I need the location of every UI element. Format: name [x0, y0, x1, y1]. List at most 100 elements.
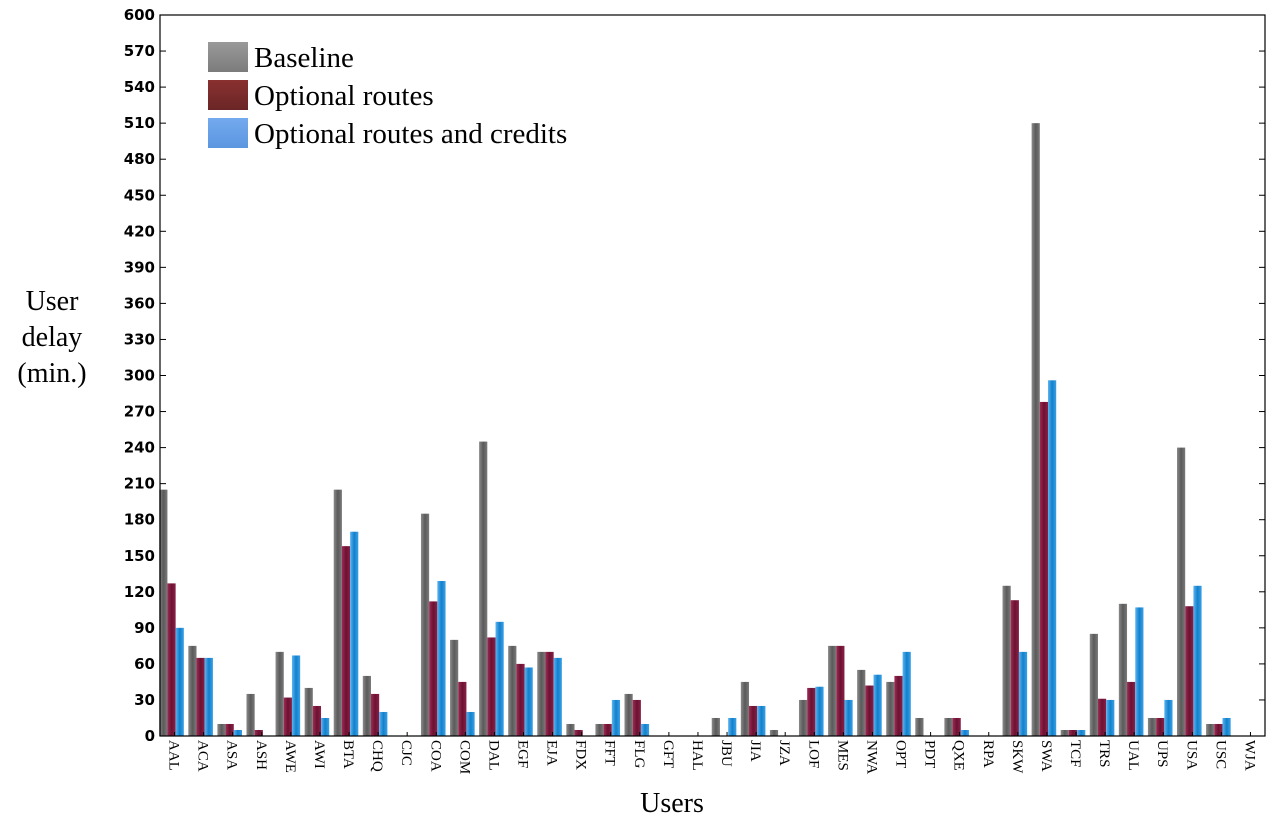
- bar-ual-series-3: [1135, 607, 1144, 736]
- bar-jbu-series-3: [728, 717, 737, 736]
- bar-skw-series-2: [1010, 600, 1019, 736]
- y-tick-label: 540: [124, 78, 155, 96]
- bar-flg-series-3: [640, 723, 650, 736]
- bar-com-series-2: [458, 681, 467, 736]
- x-tick-label: AWE: [282, 740, 298, 773]
- bar-ash-series-2: [254, 729, 263, 736]
- y-axis-title-line: (min.): [17, 358, 86, 389]
- y-tick-label: 60: [134, 655, 155, 673]
- bar-ups-series-3: [1164, 699, 1173, 736]
- x-tick-label: FDX: [573, 740, 589, 770]
- bar-mes-series-2: [836, 645, 845, 737]
- bar-coa-series-1: [420, 513, 430, 736]
- y-tick-label: 150: [124, 547, 155, 565]
- bars: [159, 123, 1231, 737]
- bar-nwa-series-2: [865, 685, 874, 736]
- x-tick-label: RPA: [980, 740, 996, 768]
- bar-aca-series-2: [196, 657, 205, 736]
- bar-qxe-series-2: [952, 717, 961, 736]
- y-tick-label: 570: [124, 42, 155, 60]
- bar-awe-series-1: [275, 651, 284, 736]
- bar-aca-series-3: [204, 657, 213, 736]
- y-axis-ticks: 0 30 60 90 120 150 180 210 240 270 300 330 360 390 420…: [124, 6, 1265, 745]
- bar-trs-series-3: [1106, 699, 1115, 736]
- y-tick-label: 600: [124, 6, 155, 24]
- bar-swa-series-1: [1031, 123, 1040, 736]
- bar-usa-series-1: [1177, 447, 1186, 736]
- bar-dal-series-1: [479, 441, 488, 736]
- y-tick-label: 330: [124, 330, 155, 348]
- bar-mes-series-3: [844, 699, 853, 736]
- x-tick-label: SKW: [1009, 740, 1025, 774]
- y-axis-title: User delay (min.): [17, 286, 86, 389]
- x-tick-label: USA: [1183, 740, 1199, 770]
- bar-jbu-series-1: [711, 717, 720, 736]
- bar-opt-series-1: [886, 681, 895, 736]
- x-tick-label: BTA: [340, 740, 356, 769]
- y-tick-label: 420: [124, 222, 155, 240]
- y-tick-label: 120: [124, 583, 155, 601]
- bar-nwa-series-1: [857, 669, 866, 736]
- bar-awi-series-3: [321, 717, 330, 736]
- x-tick-label: NWA: [863, 740, 879, 774]
- plot-frame: [159, 14, 1266, 737]
- bar-asa-series-3: [233, 729, 242, 736]
- x-tick-label: JIA: [747, 740, 763, 762]
- bar-fft-series-3: [611, 699, 621, 736]
- bar-chq-series-1: [362, 675, 371, 736]
- x-tick-label: ASA: [224, 740, 240, 770]
- bar-swa-series-3: [1048, 380, 1057, 736]
- x-tick-label: DAL: [485, 740, 501, 771]
- x-tick-label: HAL: [689, 740, 705, 771]
- y-tick-label: 390: [124, 258, 155, 276]
- bar-lof-series-1: [798, 699, 808, 736]
- y-tick-label: 360: [124, 294, 155, 312]
- bar-jia-series-2: [749, 705, 758, 736]
- bar-awi-series-2: [312, 705, 322, 736]
- bar-aal-series-3: [175, 627, 184, 736]
- legend-swatch-1: [208, 42, 248, 72]
- bar-eja-series-3: [553, 657, 562, 736]
- bar-com-series-3: [466, 711, 475, 736]
- bar-nwa-series-3: [873, 674, 882, 736]
- y-tick-label: 480: [124, 150, 155, 168]
- bar-usa-series-3: [1193, 585, 1202, 736]
- y-tick-label: 0: [145, 727, 155, 745]
- bar-tcf-series-2: [1068, 729, 1078, 736]
- bar-chq-series-3: [379, 711, 388, 736]
- bar-usc-series-3: [1222, 717, 1231, 736]
- bar-com-series-1: [450, 639, 459, 736]
- bar-coa-series-3: [437, 580, 446, 736]
- bar-ups-series-2: [1156, 717, 1165, 736]
- y-axis-title-line: delay: [22, 322, 83, 353]
- legend-label-3: Optional routes and credits: [254, 118, 567, 150]
- bar-trs-series-2: [1097, 698, 1107, 736]
- bar-aal-series-2: [167, 583, 176, 736]
- x-tick-label: COM: [456, 740, 472, 774]
- y-tick-label: 450: [124, 186, 155, 204]
- x-tick-label: JZA: [776, 740, 792, 766]
- y-tick-label: 90: [134, 619, 155, 637]
- x-tick-label: ACA: [195, 740, 211, 772]
- bar-swa-series-2: [1039, 401, 1049, 736]
- legend-label-1: Baseline: [254, 42, 354, 74]
- x-tick-label: EJA: [544, 740, 560, 766]
- bar-jza-series-1: [769, 729, 779, 736]
- bar-opt-series-2: [894, 675, 903, 736]
- x-tick-label: MES: [834, 740, 850, 771]
- bar-flg-series-2: [632, 699, 641, 736]
- legend-swatch-3: [208, 118, 248, 148]
- x-tick-label: UAL: [1125, 740, 1141, 771]
- x-tick-label: PDT: [922, 740, 938, 768]
- bar-tcf-series-3: [1077, 729, 1086, 736]
- bar-ual-series-2: [1127, 681, 1136, 736]
- x-tick-label: FFT: [602, 740, 618, 766]
- bar-dal-series-3: [495, 621, 504, 736]
- x-tick-label: TRS: [1096, 740, 1112, 768]
- bar-usc-series-2: [1214, 723, 1223, 736]
- bar-jia-series-1: [740, 681, 750, 736]
- x-tick-label: SWA: [1038, 740, 1054, 772]
- bar-tcf-series-1: [1060, 729, 1069, 736]
- x-tick-label: AWI: [311, 740, 327, 769]
- bar-usa-series-2: [1185, 606, 1194, 736]
